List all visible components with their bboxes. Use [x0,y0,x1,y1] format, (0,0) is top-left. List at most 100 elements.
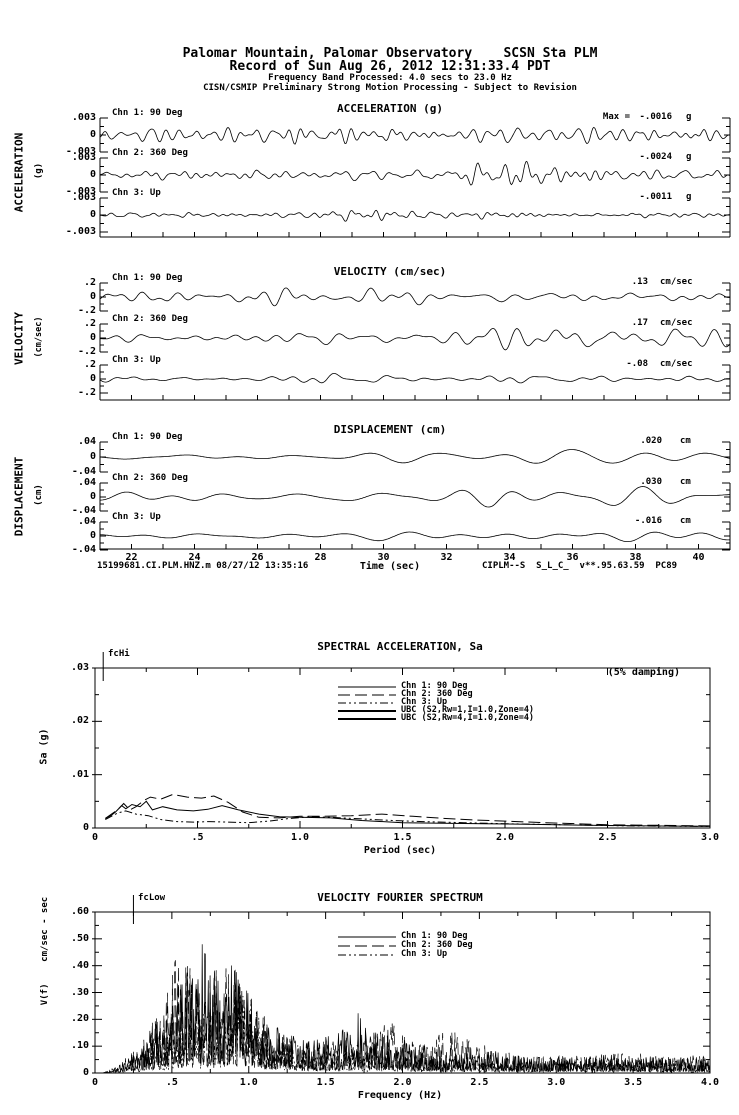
y-tick-label: .30 [70,986,89,998]
y-tick-label: .2 [83,359,96,370]
processing-version-id: CIPLM--S S_L_C_ v**.95.63.59 PC89 [482,561,678,571]
channel-label: Chn 2: 360 Deg [112,473,188,483]
y-tick-label: -.2 [77,346,96,357]
x-tick-label: 2.5 [470,1077,489,1088]
peak-value: -.016 [634,516,662,526]
sa-chart-title: SPECTRAL ACCELERATION, Sa [317,640,483,653]
peak-unit: cm [680,477,691,487]
y-tick-label: .04 [77,436,96,447]
peak-unit: g [686,192,692,202]
x-tick-label: 26 [251,552,264,563]
peak-unit: cm/sec [660,318,693,328]
channel-label: Chn 3: Up [112,188,161,198]
x-tick-label: 0 [91,1077,99,1088]
x-tick-label: 38 [629,552,642,563]
channel-label: Chn 2: 360 Deg [112,314,188,324]
legend-label: Chn 2: 360 Deg [401,940,473,950]
fourier-series-1 [101,944,711,1074]
y-tick-label: .40 [70,959,89,971]
peak-unit: cm [680,436,691,446]
y-tick-label: 0 [82,1067,89,1078]
channel-label: Chn 3: Up [112,355,161,365]
legend-label: Chn 1: 90 Deg [401,931,468,941]
sa-ylabel: Sa (g) [38,728,50,765]
peak-value: -.0024 [639,152,672,162]
y-tick-label: .60 [70,906,89,917]
y-tick-label: -.003 [65,186,96,197]
x-tick-label: 32 [440,552,453,563]
x-tick-label: 30 [377,552,390,563]
sa-series-2 [105,793,711,827]
legend-label: Chn 1: 90 Deg [401,681,468,691]
sa-series-3 [105,810,711,827]
y-tick-label: .003 [71,192,96,203]
legend-label: UBC (S2,Rw=4,I=1.0,Zone=4) [401,713,535,723]
y-tick-label: .003 [71,112,96,123]
y-tick-label: .20 [70,1013,89,1025]
processing-disclaimer: CISN/CSMIP Preliminary Strong Motion Pro… [203,83,577,93]
y-tick-label: 0 [89,291,96,302]
y-tick-label: -.2 [77,387,96,398]
y-tick-label: .10 [70,1040,89,1052]
channel-label: Chn 3: Up [112,512,161,522]
y-tick-label: 0 [89,129,96,140]
y-tick-label: 0 [82,822,89,833]
channel-label: Chn 1: 90 Deg [112,432,183,442]
y-tick-label: 0 [89,491,96,502]
acceleration-ch2-trace [99,160,731,186]
channel-label: Chn 2: 360 Deg [112,148,188,158]
sa-damping-note: (5% damping) [607,667,680,678]
x-tick-label: 3.0 [700,832,720,843]
station-title: Palomar Mountain, Palomar Observatory SC… [182,46,598,61]
y-tick-label: 0 [89,373,96,384]
y-tick-label: -.04 [71,466,96,477]
peak-unit: cm/sec [660,277,693,287]
sa-series-1 [105,800,711,827]
y-tick-label: .2 [83,277,96,288]
displacement-ch2-trace [100,486,731,508]
x-tick-label: .5 [165,1077,178,1088]
x-tick-label: 3.5 [624,1077,643,1088]
peak-value: -.0016 [639,112,672,122]
x-tick-label: 4.0 [700,1077,720,1088]
y-tick-label: .03 [70,662,89,673]
fourier-chart-title: VELOCITY FOURIER SPECTRUM [317,891,483,904]
peak-value: .17 [631,318,648,328]
y-tick-label: -.2 [77,305,96,316]
x-tick-label: 1.0 [239,1077,258,1088]
velocity-title: VELOCITY (cm/sec) [333,265,447,278]
x-tick-label: .5 [191,832,204,843]
velocity-ch2-trace [99,328,731,351]
displacement-ylabel: DISPLACEMENT [12,456,26,537]
x-tick-label: 2.0 [495,832,515,843]
displacement-title: DISPLACEMENT (cm) [333,423,447,436]
sa-fc-hi-label: fcHi [108,649,130,659]
channel-label: Chn 1: 90 Deg [112,273,183,283]
y-tick-label: 0 [89,451,96,462]
y-tick-label: .01 [70,768,89,780]
y-tick-label: -.003 [65,226,96,237]
fourier-series-2 [101,960,711,1074]
displacement-ch3-trace [99,531,731,542]
legend-label: UBC (S2,Rw=1,I=1.0,Zone=4) [401,705,535,715]
y-tick-label: .003 [71,152,96,163]
fourier-fc-low-label: fcLow [138,893,166,903]
frequency-band-note: Frequency Band Processed: 4.0 secs to 23… [268,73,512,83]
record-file-id: 15199681.CI.PLM.HNZ.m 08/27/12 13:35:16 [97,561,309,571]
x-tick-label: 1.5 [316,1077,335,1088]
peak-unit: g [686,112,692,122]
y-tick-label: 0 [89,530,96,541]
x-tick-label: 24 [188,552,201,563]
y-tick-label: .50 [70,932,89,944]
y-tick-label: .04 [77,477,96,488]
peak-value: -.0011 [639,192,672,202]
displacement-ch1-trace [100,449,731,464]
acceleration-ch3-trace [99,209,731,222]
y-tick-label: -.003 [65,146,96,157]
y-tick-label: .04 [77,516,96,527]
peak-value: .020 [640,436,662,446]
peak-unit: cm/sec [660,359,693,369]
velocity-ch3-trace [99,372,731,384]
time-axis-label: Time (sec) [359,561,421,572]
